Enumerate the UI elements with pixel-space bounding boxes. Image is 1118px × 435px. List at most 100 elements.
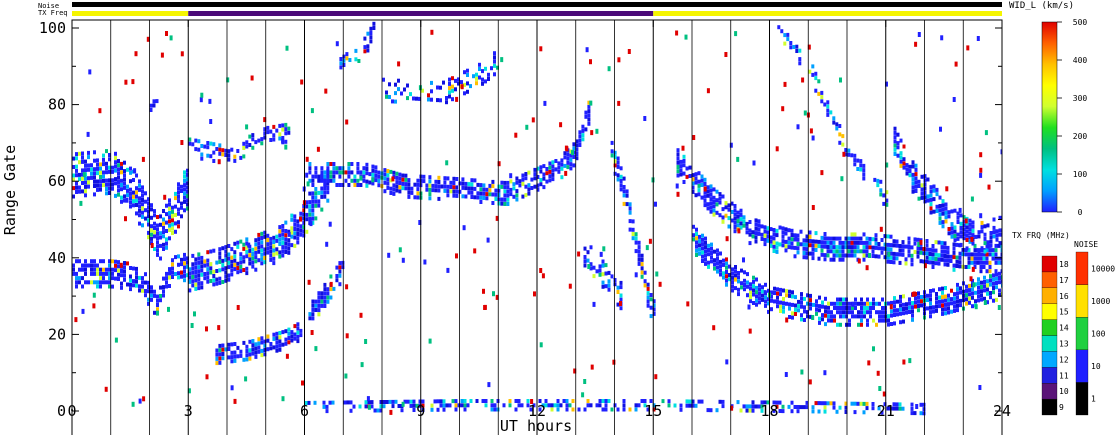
echo-cell: [305, 200, 309, 205]
echo-cell: [541, 403, 545, 408]
echo-cell: [784, 239, 788, 244]
echo-cell: [787, 245, 791, 250]
echo-cell: [406, 83, 409, 88]
echo-cell: [131, 401, 135, 407]
echo-cell: [712, 212, 716, 217]
echo-cell: [560, 175, 564, 180]
echo-cell: [96, 183, 99, 188]
echo-cell: [925, 243, 929, 248]
echo-cell: [583, 246, 587, 251]
echo-cell: [950, 209, 954, 214]
echo-cell: [685, 166, 689, 171]
echo-cell: [811, 315, 815, 320]
echo-cell: [345, 52, 349, 57]
echo-cell: [254, 250, 258, 255]
echo-cell: [398, 181, 402, 185]
echo-cell: [646, 291, 650, 296]
echo-cell: [448, 90, 451, 95]
echo-cell: [622, 176, 626, 181]
echo-cell: [242, 357, 246, 362]
echo-cell: [823, 257, 827, 262]
echo-cell: [497, 197, 501, 202]
echo-cell: [365, 179, 369, 184]
echo-cell: [308, 170, 312, 175]
echo-cell: [713, 266, 716, 271]
echo-cell: [797, 299, 800, 304]
echo-cell: [754, 235, 758, 240]
echo-cell: [728, 277, 731, 282]
echo-cell: [177, 254, 180, 259]
echo-cell: [353, 174, 357, 179]
echo-cell: [839, 322, 842, 327]
echo-cell: [212, 278, 216, 283]
echo-cell: [251, 256, 255, 261]
echo-cell: [308, 208, 312, 213]
echo-cell: [316, 146, 320, 152]
echo-cell: [183, 265, 186, 270]
echo-cell: [317, 295, 321, 300]
echo-cell: [141, 280, 144, 285]
echo-cell: [739, 208, 743, 213]
echo-cell: [893, 139, 897, 144]
echo-cell: [965, 246, 969, 251]
echo-cell: [548, 174, 552, 179]
echo-cell: [153, 310, 156, 315]
echo-cell: [730, 405, 734, 411]
echo-cell: [637, 253, 641, 258]
echo-cell: [707, 264, 710, 269]
echo-cell: [859, 167, 863, 172]
echo-cell: [529, 407, 533, 412]
echo-cell: [976, 256, 980, 261]
echo-cell: [299, 328, 303, 333]
echo-cell: [141, 276, 144, 281]
echo-cell: [165, 245, 168, 250]
echo-cell: [953, 304, 956, 309]
echo-cell: [533, 172, 537, 177]
echo-cell: [945, 186, 949, 192]
echo-cell: [428, 192, 432, 197]
echo-cell: [946, 254, 950, 259]
echo-cell: [174, 229, 177, 234]
echo-cell: [125, 197, 129, 203]
echo-cell: [484, 66, 487, 71]
echo-cell: [959, 286, 962, 291]
echo-cell: [871, 245, 875, 250]
echo-cell: [969, 276, 973, 282]
echo-cell: [434, 188, 438, 193]
echo-cell: [983, 284, 986, 289]
echo-cell: [631, 232, 635, 236]
echo-cell: [716, 261, 719, 266]
echo-cell: [332, 174, 336, 179]
echo-cell: [99, 267, 102, 272]
echo-cell: [359, 183, 363, 187]
echo-cell: [93, 192, 96, 197]
echo-cell: [488, 192, 492, 197]
echo-cell: [649, 399, 653, 403]
echo-cell: [448, 86, 451, 91]
echo-cell: [679, 407, 683, 412]
echo-cell: [461, 177, 465, 182]
echo-cell: [242, 255, 246, 260]
echo-cell: [171, 270, 174, 275]
echo-cell: [790, 233, 794, 237]
echo-cell: [940, 249, 944, 254]
echo-cell: [430, 97, 433, 102]
echo-cell: [320, 295, 324, 300]
echo-cell: [120, 199, 123, 204]
echo-cell: [484, 79, 487, 84]
echo-cell: [236, 345, 240, 350]
echo-cell: [581, 137, 585, 142]
echo-cell: [212, 248, 216, 253]
x-tick-label: 21: [877, 402, 895, 420]
echo-cell: [835, 236, 839, 241]
echo-cell: [944, 206, 948, 211]
echo-cell: [706, 206, 710, 211]
echo-cell: [263, 234, 267, 239]
echo-cell: [866, 318, 869, 323]
echo-cell: [853, 153, 857, 158]
echo-cell: [493, 72, 496, 77]
echo-cell: [263, 127, 267, 132]
echo-cell: [183, 278, 186, 283]
echo-cell: [454, 78, 457, 83]
